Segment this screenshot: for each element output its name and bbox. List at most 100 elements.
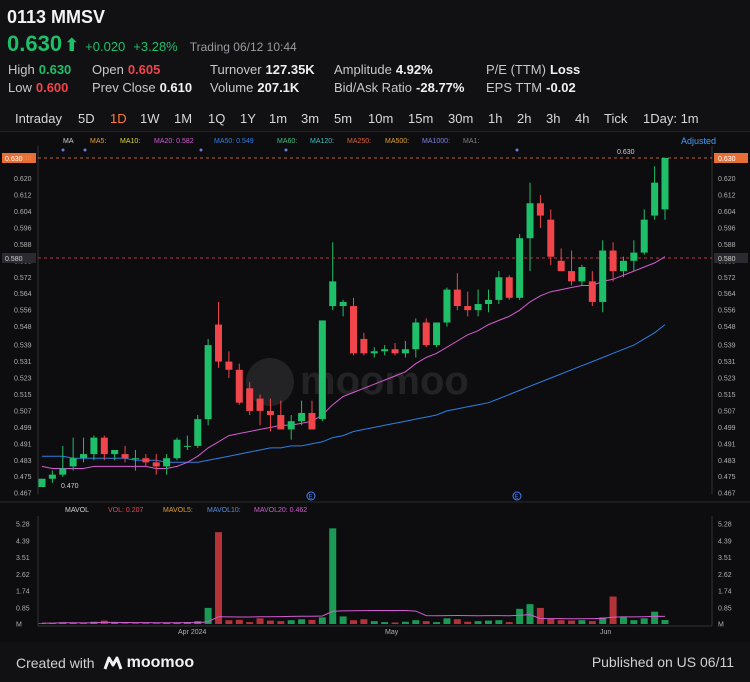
candle-body — [329, 281, 337, 307]
tab-1day-1m[interactable]: 1Day: 1m — [643, 111, 699, 126]
mavol5-legend: MAVOL5: — [163, 507, 193, 514]
price-tick-label: 0.523 — [718, 376, 736, 383]
ma50-legend: MA50: 0.549 — [214, 138, 254, 145]
volume-tick-label: M — [718, 622, 724, 629]
volume-bar — [547, 618, 555, 624]
tab-1y[interactable]: 1Y — [240, 111, 256, 126]
high-price-label: 0.630 — [617, 149, 635, 156]
volume-tick-label: 5.28 — [718, 522, 732, 529]
volume-bar — [422, 621, 430, 624]
volume-bar — [246, 622, 254, 624]
price-row: 0.630 ⬆ +0.020 +3.28% Trading 06/12 10:4… — [7, 31, 297, 57]
price-tick-label: 0.491 — [718, 441, 736, 448]
tab-3min[interactable]: 3m — [301, 111, 320, 126]
volume-tick-label: 3.51 — [16, 555, 30, 562]
candle-body — [661, 158, 669, 210]
price-tick-label: 0.475 — [14, 474, 32, 481]
created-with: Created with moomoo — [16, 654, 195, 671]
volume-tick-label: 2.62 — [16, 572, 30, 579]
quote-header: 0113 MMSV 0.630 ⬆ +0.020 +3.28% Trading … — [0, 0, 750, 104]
period-tabs: Intraday 5D 1D 1W 1M 1Q 1Y 1m 3m 5m 10m … — [0, 104, 750, 132]
volume-bar — [474, 621, 482, 624]
price-tick-label: 0.548 — [718, 324, 736, 331]
volume-bar — [391, 622, 399, 624]
candle-body — [536, 203, 544, 216]
price-tick-label: 0.588 — [14, 242, 32, 249]
price-tick-label: 0.499 — [718, 425, 736, 432]
price-tick-label: 0.588 — [718, 242, 736, 249]
volume-bar — [412, 620, 420, 624]
volume-bar — [350, 620, 357, 624]
mavol10-legend: MAVOL10: — [207, 507, 241, 514]
volume-bar — [111, 622, 119, 624]
candle-body — [640, 219, 648, 253]
volume-bar — [121, 623, 129, 624]
candle-body — [225, 361, 233, 370]
volume-bar — [453, 619, 461, 624]
tab-tick[interactable]: Tick — [604, 111, 628, 126]
candle-body — [183, 445, 191, 447]
mavol-legend-label[interactable]: MAVOL — [65, 507, 89, 514]
tab-1w[interactable]: 1W — [140, 111, 160, 126]
volume-bar — [381, 622, 389, 624]
candle-body — [505, 277, 513, 298]
price-tick-label: 0.539 — [14, 343, 32, 350]
volume-bar — [443, 618, 451, 624]
tab-5min[interactable]: 5m — [334, 111, 353, 126]
candle-body — [464, 306, 472, 311]
volume-bar — [505, 622, 513, 624]
candle-body — [38, 478, 46, 487]
tab-3h[interactable]: 3h — [546, 111, 561, 126]
tab-1m[interactable]: 1M — [174, 111, 193, 126]
price-tick-label: 0.531 — [718, 359, 736, 366]
tab-15min[interactable]: 15m — [408, 111, 434, 126]
tab-4h[interactable]: 4h — [575, 111, 590, 126]
chart-area: MA MA5: MA10: MA20: 0.582 MA50: 0.549 MA… — [0, 132, 750, 642]
candle-body — [173, 439, 181, 459]
volume-bar — [152, 623, 160, 624]
price-tick-label: 0.556 — [14, 308, 32, 315]
event-markers — [61, 148, 519, 152]
candle-body — [204, 345, 212, 420]
tab-1q[interactable]: 1Q — [208, 111, 226, 126]
candle-body — [443, 289, 451, 323]
adjusted-toggle[interactable]: Adjusted — [681, 136, 716, 146]
volume-bar — [225, 620, 233, 624]
volume-bar — [661, 620, 669, 624]
volume-bar — [131, 623, 139, 624]
stat-low: Low 0.600 — [8, 80, 69, 95]
candle-body — [360, 338, 368, 354]
tab-2h[interactable]: 2h — [517, 111, 532, 126]
ma-legend-label[interactable]: MA — [63, 138, 74, 145]
candle-body — [568, 271, 576, 282]
price-tick-label: 0.483 — [14, 458, 32, 465]
candle-body — [578, 266, 586, 282]
price-tick-label: 0.507 — [14, 408, 32, 415]
candlestick-chart[interactable]: MA MA5: MA10: MA20: 0.582 MA50: 0.549 MA… — [0, 132, 750, 642]
ma1000-legend: MA1000: — [422, 138, 450, 145]
candle-body — [194, 419, 202, 446]
tab-5d[interactable]: 5D — [78, 111, 95, 126]
candle-body — [588, 281, 596, 302]
tab-1min[interactable]: 1m — [269, 111, 288, 126]
tab-30min[interactable]: 30m — [448, 111, 474, 126]
tab-1d[interactable]: 1D — [110, 111, 127, 126]
volume-bar — [360, 619, 368, 624]
earnings-marker-icon[interactable]: E — [512, 491, 522, 501]
ma60-legend: MA60: — [277, 138, 297, 145]
x-axis-label: Jun — [600, 629, 611, 636]
candle-body — [547, 219, 555, 257]
candle-body — [381, 349, 389, 352]
candle-body — [619, 260, 627, 272]
price-tick-label: 0.467 — [14, 491, 32, 498]
candle-body — [256, 398, 264, 411]
tab-1h[interactable]: 1h — [488, 111, 503, 126]
earnings-marker-icon[interactable]: E — [306, 491, 316, 501]
candle-body — [391, 349, 399, 354]
price-tick-label: 0.612 — [718, 193, 736, 200]
price-tick-label: 0.572 — [718, 275, 736, 282]
tab-intraday[interactable]: Intraday — [15, 111, 62, 126]
tab-10min[interactable]: 10m — [368, 111, 394, 126]
volume-bar — [256, 618, 264, 624]
volume-bar — [401, 621, 409, 624]
